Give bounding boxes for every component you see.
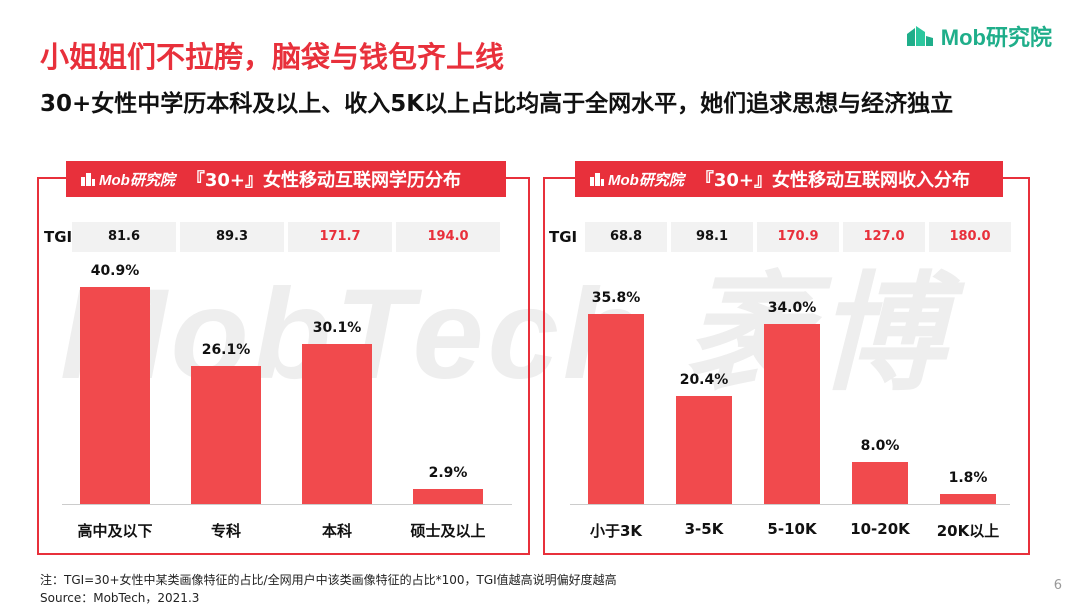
category-label: 专科 bbox=[210, 522, 241, 540]
category-label: 3-5K bbox=[684, 520, 724, 538]
chart-badge-text: Mob研究院 bbox=[99, 171, 175, 189]
building-icon bbox=[906, 26, 933, 46]
page-title: 小姐姐们不拉胯，脑袋与钱包齐上线 bbox=[40, 40, 505, 74]
category-label: 小于3K bbox=[589, 522, 643, 540]
tgi-label: TGI bbox=[44, 228, 73, 246]
page-subtitle: 30+女性中学历本科及以上、收入5K以上占比均高于全网水平，她们追求思想与经济独… bbox=[40, 91, 954, 117]
x-axis-line bbox=[570, 504, 1010, 505]
value-label: 8.0% bbox=[860, 437, 900, 454]
chart-title: 『30+』女性移动互联网收入分布 bbox=[695, 170, 970, 191]
education-chart-panel: Mob研究院 『30+』女性移动互联网学历分布 bbox=[37, 161, 530, 555]
value-label: 20.4% bbox=[679, 371, 729, 388]
chart-badge: Mob研究院 bbox=[589, 169, 684, 190]
category-label: 10-20K bbox=[850, 520, 910, 538]
value-label: 26.1% bbox=[201, 341, 251, 358]
category-label: 硕士及以上 bbox=[410, 522, 486, 540]
bar bbox=[852, 461, 908, 504]
category-label: 本科 bbox=[321, 522, 352, 540]
tgi-value: 81.6 bbox=[72, 222, 176, 252]
tgi-value: 180.0 bbox=[929, 222, 1011, 252]
bar bbox=[764, 323, 820, 504]
brand-logo-text: Mob研究院 bbox=[940, 25, 1052, 50]
x-axis-line bbox=[62, 504, 512, 505]
value-label: 40.9% bbox=[90, 263, 140, 280]
page-number: 6 bbox=[1053, 578, 1062, 593]
bar bbox=[413, 488, 483, 504]
value-label: 35.8% bbox=[591, 290, 641, 307]
category-label: 高中及以下 bbox=[77, 522, 153, 540]
brand-logo: Mob研究院 bbox=[905, 20, 1052, 52]
value-label: 30.1% bbox=[312, 320, 362, 337]
tgi-value: 127.0 bbox=[843, 222, 925, 252]
tgi-label: TGI bbox=[549, 228, 578, 246]
income-chart-panel: Mob研究院 『30+』女性移动互联网收入分布 bbox=[543, 161, 1030, 555]
tgi-value: 68.8 bbox=[585, 222, 667, 252]
chart-badge: Mob研究院 bbox=[80, 169, 175, 190]
tgi-value: 89.3 bbox=[180, 222, 284, 252]
building-icon bbox=[81, 173, 95, 186]
bar bbox=[191, 365, 261, 504]
bar bbox=[676, 395, 732, 504]
bar bbox=[80, 287, 150, 504]
tgi-value: 170.9 bbox=[757, 222, 839, 252]
building-icon bbox=[590, 173, 604, 186]
chart-badge-text: Mob研究院 bbox=[608, 171, 684, 189]
value-label: 2.9% bbox=[428, 464, 468, 481]
chart-title: 『30+』女性移动互联网学历分布 bbox=[186, 170, 461, 191]
source-note: Source：MobTech，2021.3 bbox=[40, 591, 200, 605]
category-label: 20K以上 bbox=[936, 522, 1000, 540]
chart-header: Mob研究院 『30+』女性移动互联网学历分布 bbox=[66, 161, 506, 197]
bar bbox=[588, 314, 644, 504]
chart-header: Mob研究院 『30+』女性移动互联网收入分布 bbox=[575, 161, 1003, 197]
value-label: 1.8% bbox=[948, 470, 988, 487]
bar bbox=[302, 344, 372, 504]
tgi-value: 194.0 bbox=[396, 222, 500, 252]
value-label: 34.0% bbox=[767, 299, 817, 316]
category-label: 5-10K bbox=[767, 520, 817, 538]
footnote: 注：TGI=30+女性中某类画像特征的占比/全网用户中该类画像特征的占比*100… bbox=[40, 573, 617, 587]
tgi-value: 171.7 bbox=[288, 222, 392, 252]
bar bbox=[940, 494, 996, 504]
tgi-value: 98.1 bbox=[671, 222, 753, 252]
